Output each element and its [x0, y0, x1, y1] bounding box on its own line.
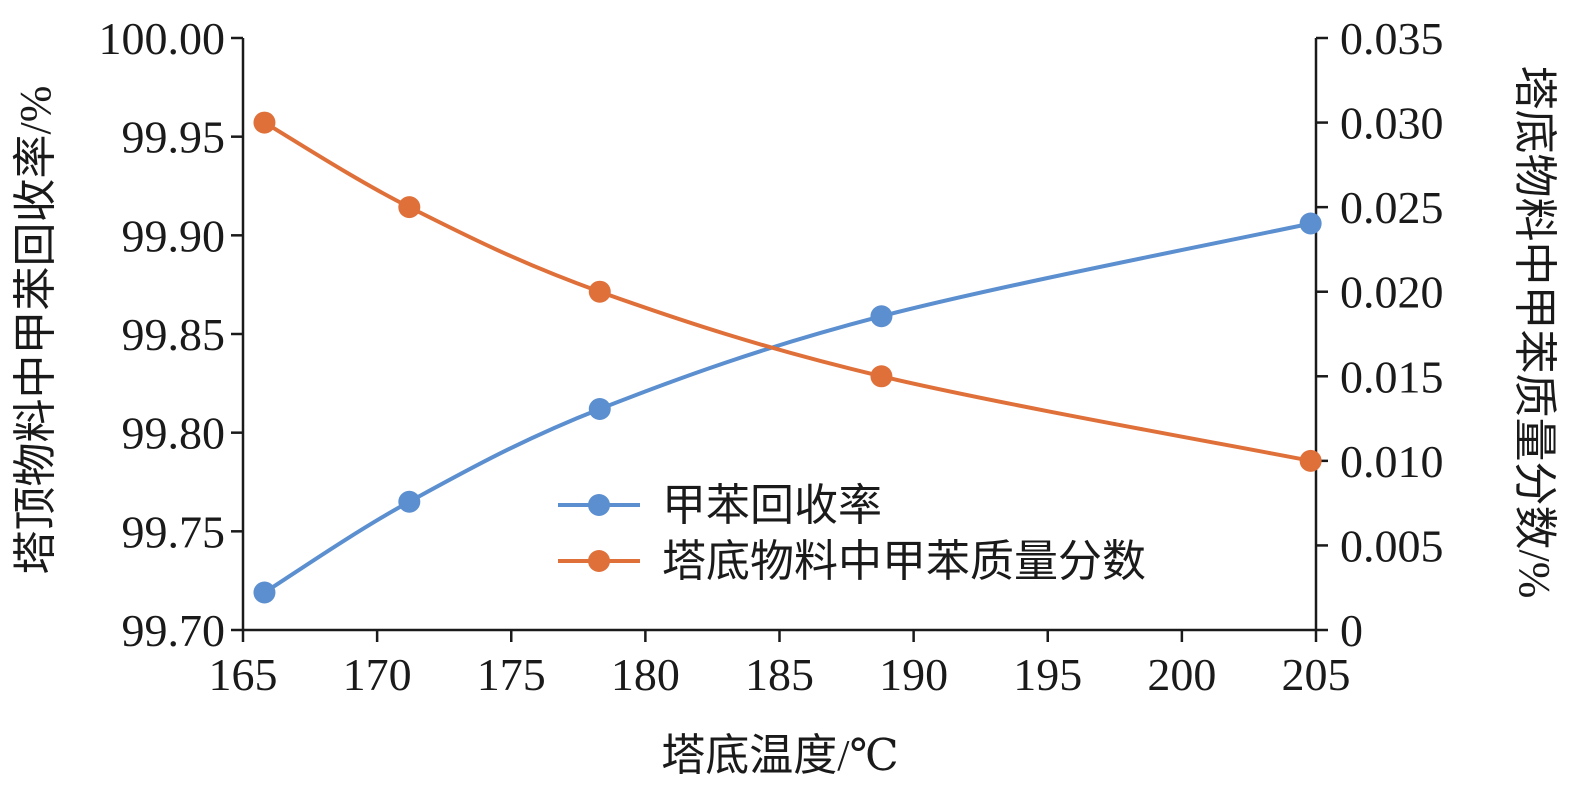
right-tick-label: 0.010	[1340, 436, 1444, 487]
series-layer	[253, 111, 1322, 604]
data-point	[870, 365, 893, 388]
series-recovery	[253, 212, 1322, 604]
x-tick-label: 195	[1013, 649, 1082, 700]
data-point	[398, 490, 421, 513]
x-tick-label: 165	[209, 649, 278, 700]
data-point	[588, 280, 611, 303]
right-tick-label: 0.015	[1340, 351, 1444, 402]
legend-label-recovery: 甲苯回收率	[662, 481, 882, 530]
data-point	[1299, 212, 1322, 235]
left-tick-label: 99.90	[122, 210, 226, 261]
right-tick-label: 0.025	[1340, 182, 1444, 233]
data-point	[870, 305, 893, 328]
right-tick-label: 0.035	[1340, 13, 1444, 64]
series-bottom-fraction	[253, 111, 1322, 472]
data-point	[253, 581, 276, 604]
right-axis-title: 塔底物料中甲苯质量分数/%	[1510, 66, 1559, 599]
x-tick-label: 175	[477, 649, 546, 700]
left-tick-label: 99.75	[122, 506, 226, 557]
x-tick-label: 200	[1147, 649, 1216, 700]
left-axis-ticks: 99.70 99.75 99.80 99.85 99.90 99.95 100.00	[99, 13, 243, 656]
left-tick-label: 99.85	[122, 309, 226, 360]
left-tick-label: 100.00	[99, 13, 226, 64]
x-tick-label: 180	[611, 649, 680, 700]
series-line	[263, 221, 1312, 595]
right-tick-label: 0	[1340, 605, 1363, 656]
left-axis-title: 塔顶物料中甲苯回收率/%	[11, 86, 60, 575]
data-point	[253, 111, 276, 134]
x-tick-label: 170	[343, 649, 412, 700]
right-tick-label: 0.020	[1340, 267, 1444, 318]
series-line	[263, 120, 1312, 463]
x-axis-ticks: 165 170 175 180 185 190 195 200 205	[209, 630, 1351, 700]
x-tick-label: 205	[1282, 649, 1351, 700]
legend: 甲苯回收率 塔底物料中甲苯质量分数	[558, 481, 1146, 586]
legend-marker-recovery	[588, 494, 610, 516]
legend-item-recovery: 甲苯回收率	[558, 481, 882, 530]
right-tick-label: 0.005	[1340, 520, 1444, 571]
x-tick-label: 190	[879, 649, 948, 700]
left-tick-label: 99.70	[122, 605, 226, 656]
legend-marker-bottom-fraction	[588, 550, 610, 572]
x-axis-title: 塔底温度/℃	[661, 731, 898, 780]
data-point	[398, 196, 421, 219]
data-point	[588, 397, 611, 420]
data-point	[1299, 449, 1322, 472]
legend-label-bottom-fraction: 塔底物料中甲苯质量分数	[662, 537, 1146, 586]
right-axis-ticks: 0 0.005 0.010 0.015 0.020 0.025 0.030 0.035	[1316, 13, 1444, 656]
legend-item-bottom-fraction: 塔底物料中甲苯质量分数	[558, 537, 1146, 586]
left-tick-label: 99.80	[122, 408, 226, 459]
left-tick-label: 99.95	[122, 112, 226, 163]
right-tick-label: 0.030	[1340, 98, 1444, 149]
x-tick-label: 185	[745, 649, 814, 700]
